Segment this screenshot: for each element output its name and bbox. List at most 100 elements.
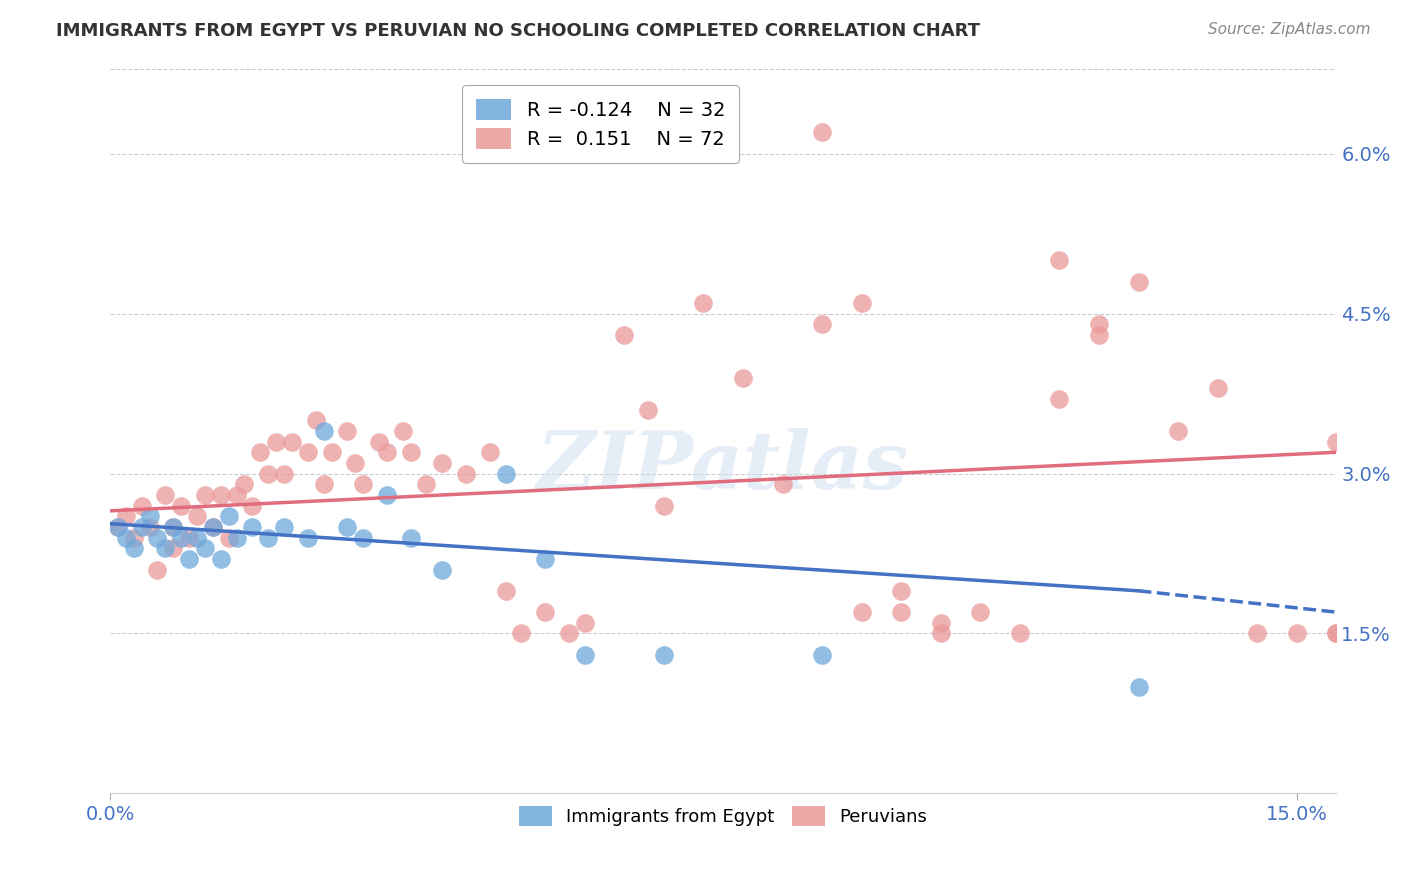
Point [114, 509, 136, 524]
Text: ZIPatlas: ZIPatlas [537, 428, 910, 506]
Point [1008, 626, 1031, 640]
Point [1324, 434, 1347, 449]
Point [131, 520, 153, 534]
Point [336, 424, 359, 438]
Point [225, 531, 247, 545]
Point [890, 583, 912, 598]
Point [297, 531, 319, 545]
Point [186, 531, 208, 545]
Point [114, 531, 136, 545]
Point [772, 477, 794, 491]
Point [495, 467, 517, 481]
Point [1088, 318, 1111, 332]
Point [297, 445, 319, 459]
Point [138, 520, 160, 534]
Point [336, 520, 359, 534]
Point [399, 445, 422, 459]
Point [155, 541, 177, 556]
Point [352, 531, 374, 545]
Point [1128, 680, 1150, 694]
Point [170, 499, 193, 513]
Point [321, 445, 343, 459]
Point [969, 605, 991, 619]
Point [454, 467, 477, 481]
Point [107, 520, 129, 534]
Point [432, 456, 454, 470]
Point [179, 531, 201, 545]
Point [652, 499, 675, 513]
Point [637, 402, 659, 417]
Point [170, 531, 193, 545]
Point [201, 520, 224, 534]
Point [613, 328, 636, 343]
Point [574, 615, 596, 630]
Point [209, 488, 232, 502]
Point [146, 562, 169, 576]
Point [1167, 424, 1189, 438]
Point [811, 648, 834, 662]
Point [162, 520, 184, 534]
Point [257, 531, 280, 545]
Point [929, 626, 952, 640]
Point [194, 488, 217, 502]
Point [510, 626, 533, 640]
Point [242, 520, 264, 534]
Point [257, 467, 280, 481]
Point [264, 434, 287, 449]
Point [218, 509, 240, 524]
Point [233, 477, 256, 491]
Point [415, 477, 437, 491]
Point [391, 424, 413, 438]
Point [1324, 626, 1347, 640]
Point [368, 434, 391, 449]
Text: Source: ZipAtlas.com: Source: ZipAtlas.com [1208, 22, 1371, 37]
Point [432, 562, 454, 576]
Point [1206, 381, 1229, 395]
Point [478, 445, 501, 459]
Point [344, 456, 367, 470]
Point [352, 477, 374, 491]
Point [273, 520, 295, 534]
Point [249, 445, 271, 459]
Point [811, 126, 834, 140]
Point [890, 605, 912, 619]
Text: IMMIGRANTS FROM EGYPT VS PERUVIAN NO SCHOOLING COMPLETED CORRELATION CHART: IMMIGRANTS FROM EGYPT VS PERUVIAN NO SCH… [56, 22, 980, 40]
Point [179, 552, 201, 566]
Point [122, 541, 145, 556]
Point [1088, 328, 1111, 343]
Point [399, 531, 422, 545]
Point [155, 488, 177, 502]
Point [495, 583, 517, 598]
Point [131, 499, 153, 513]
Point [162, 541, 184, 556]
Point [1049, 392, 1071, 406]
Point [558, 626, 581, 640]
Point [534, 605, 557, 619]
Point [186, 509, 208, 524]
Point [107, 520, 129, 534]
Point [811, 318, 834, 332]
Point [1049, 253, 1071, 268]
Point [281, 434, 304, 449]
Point [194, 541, 217, 556]
Point [138, 509, 160, 524]
Point [225, 488, 247, 502]
Legend: Immigrants from Egypt, Peruvians: Immigrants from Egypt, Peruvians [510, 797, 936, 835]
Point [162, 520, 184, 534]
Point [851, 605, 873, 619]
Point [574, 648, 596, 662]
Point [242, 499, 264, 513]
Point [209, 552, 232, 566]
Point [201, 520, 224, 534]
Point [146, 531, 169, 545]
Point [1285, 626, 1308, 640]
Point [692, 296, 714, 310]
Point [273, 467, 295, 481]
Point [312, 477, 335, 491]
Point [534, 552, 557, 566]
Point [375, 488, 398, 502]
Point [312, 424, 335, 438]
Point [652, 648, 675, 662]
Point [731, 370, 754, 384]
Point [851, 296, 873, 310]
